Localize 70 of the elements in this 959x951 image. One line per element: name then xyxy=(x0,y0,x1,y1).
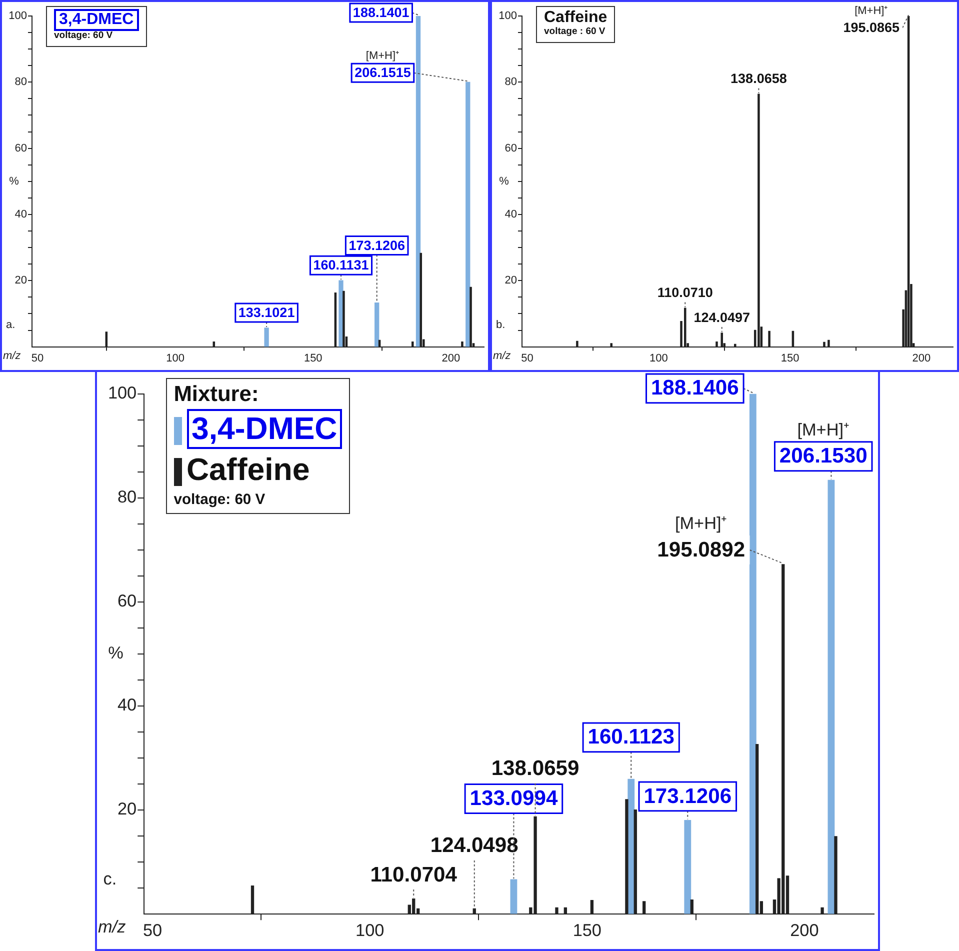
annotation: 124.0498 xyxy=(430,834,519,858)
y-tick-label: 20 xyxy=(118,798,137,819)
x-tick-label: 200 xyxy=(442,352,460,364)
caption-box: 3,4-DMEC voltage: 60 V xyxy=(46,6,147,48)
x-tick-label: 50 xyxy=(31,352,44,364)
y-tick-label: 80 xyxy=(14,76,27,88)
y-axis-title: % xyxy=(9,175,20,188)
y-tick-label: 80 xyxy=(118,486,137,507)
y-tick-label: 40 xyxy=(14,208,27,221)
x-tick-label: 100 xyxy=(649,352,668,364)
text: voltage: 60 V xyxy=(174,492,266,508)
annotation: 124.0497 xyxy=(694,310,750,325)
bar xyxy=(684,820,692,914)
y-tick-label: 20 xyxy=(14,274,27,287)
annotation: 188.1406 xyxy=(650,376,739,400)
legend-label: Caffeine xyxy=(186,452,310,488)
y-tick-label: 40 xyxy=(504,208,517,221)
annotation: 138.0658 xyxy=(730,71,788,86)
chart-title: Caffeine xyxy=(544,9,608,26)
y-tick-label: 60 xyxy=(118,590,137,611)
x-tick-label: 50 xyxy=(142,920,162,940)
text: b. xyxy=(496,318,506,331)
x-axis-title: m/z xyxy=(493,350,512,362)
y-axis-title: % xyxy=(499,175,510,188)
annotation: [M+H]⁺ xyxy=(854,5,888,18)
legend-label: 3,4-DMEC xyxy=(186,409,342,450)
annotation: 110.0710 xyxy=(657,285,713,300)
x-tick-label: 150 xyxy=(572,920,602,940)
y-tick-label: 40 xyxy=(118,694,137,715)
text: c. xyxy=(103,868,117,888)
y-tick-label: 80 xyxy=(504,76,517,88)
annotation: 173.1206 xyxy=(644,784,732,808)
x-tick-label: 100 xyxy=(166,352,184,364)
x-axis-title: m/z xyxy=(3,350,22,362)
x-tick-label: 200 xyxy=(790,920,819,940)
y-tick-label: 100 xyxy=(498,10,517,22)
bar xyxy=(828,480,835,914)
x-tick-label: 150 xyxy=(304,352,322,364)
annotation: 138.0659 xyxy=(491,757,580,780)
x-tick-label: 200 xyxy=(912,352,931,364)
x-tick-label: 100 xyxy=(356,920,384,940)
bar xyxy=(749,394,756,914)
y-axis-title: % xyxy=(108,642,124,663)
x-tick-label: 150 xyxy=(780,352,800,364)
y-tick-label: 100 xyxy=(108,382,137,403)
annotation: 160.1123 xyxy=(588,726,674,749)
annotation: 188.1401 xyxy=(352,4,410,20)
x-axis-title: m/z xyxy=(98,916,126,937)
chart-title: Mixture: xyxy=(174,381,259,406)
annotation: 173.1206 xyxy=(348,238,406,253)
x-tick-label: 50 xyxy=(521,352,534,364)
annotation: [M+H]⁺ xyxy=(797,420,850,440)
y-tick-label: 60 xyxy=(504,142,517,154)
annotation: 195.0892 xyxy=(657,538,746,562)
annotation: 133.0994 xyxy=(470,787,558,810)
annotation: 133.1021 xyxy=(238,304,296,320)
annotation: [M+H]⁺ xyxy=(366,50,400,62)
annotation: [M+H]⁺ xyxy=(674,513,728,534)
bar xyxy=(510,879,518,914)
annotation: 195.0865 xyxy=(843,20,900,35)
chart-title: 3,4-DMEC xyxy=(54,9,139,32)
text: a. xyxy=(6,318,16,331)
y-tick-label: 20 xyxy=(504,274,517,287)
y-tick-label: 100 xyxy=(8,10,27,22)
annotation: 160.1131 xyxy=(313,258,370,273)
annotation: 206.1530 xyxy=(779,444,868,468)
annotation: 110.0704 xyxy=(370,863,458,886)
annotation: 206.1515 xyxy=(354,65,412,80)
caption-box: Caffeine voltage : 60 V xyxy=(536,6,616,44)
y-tick-label: 60 xyxy=(14,142,27,154)
